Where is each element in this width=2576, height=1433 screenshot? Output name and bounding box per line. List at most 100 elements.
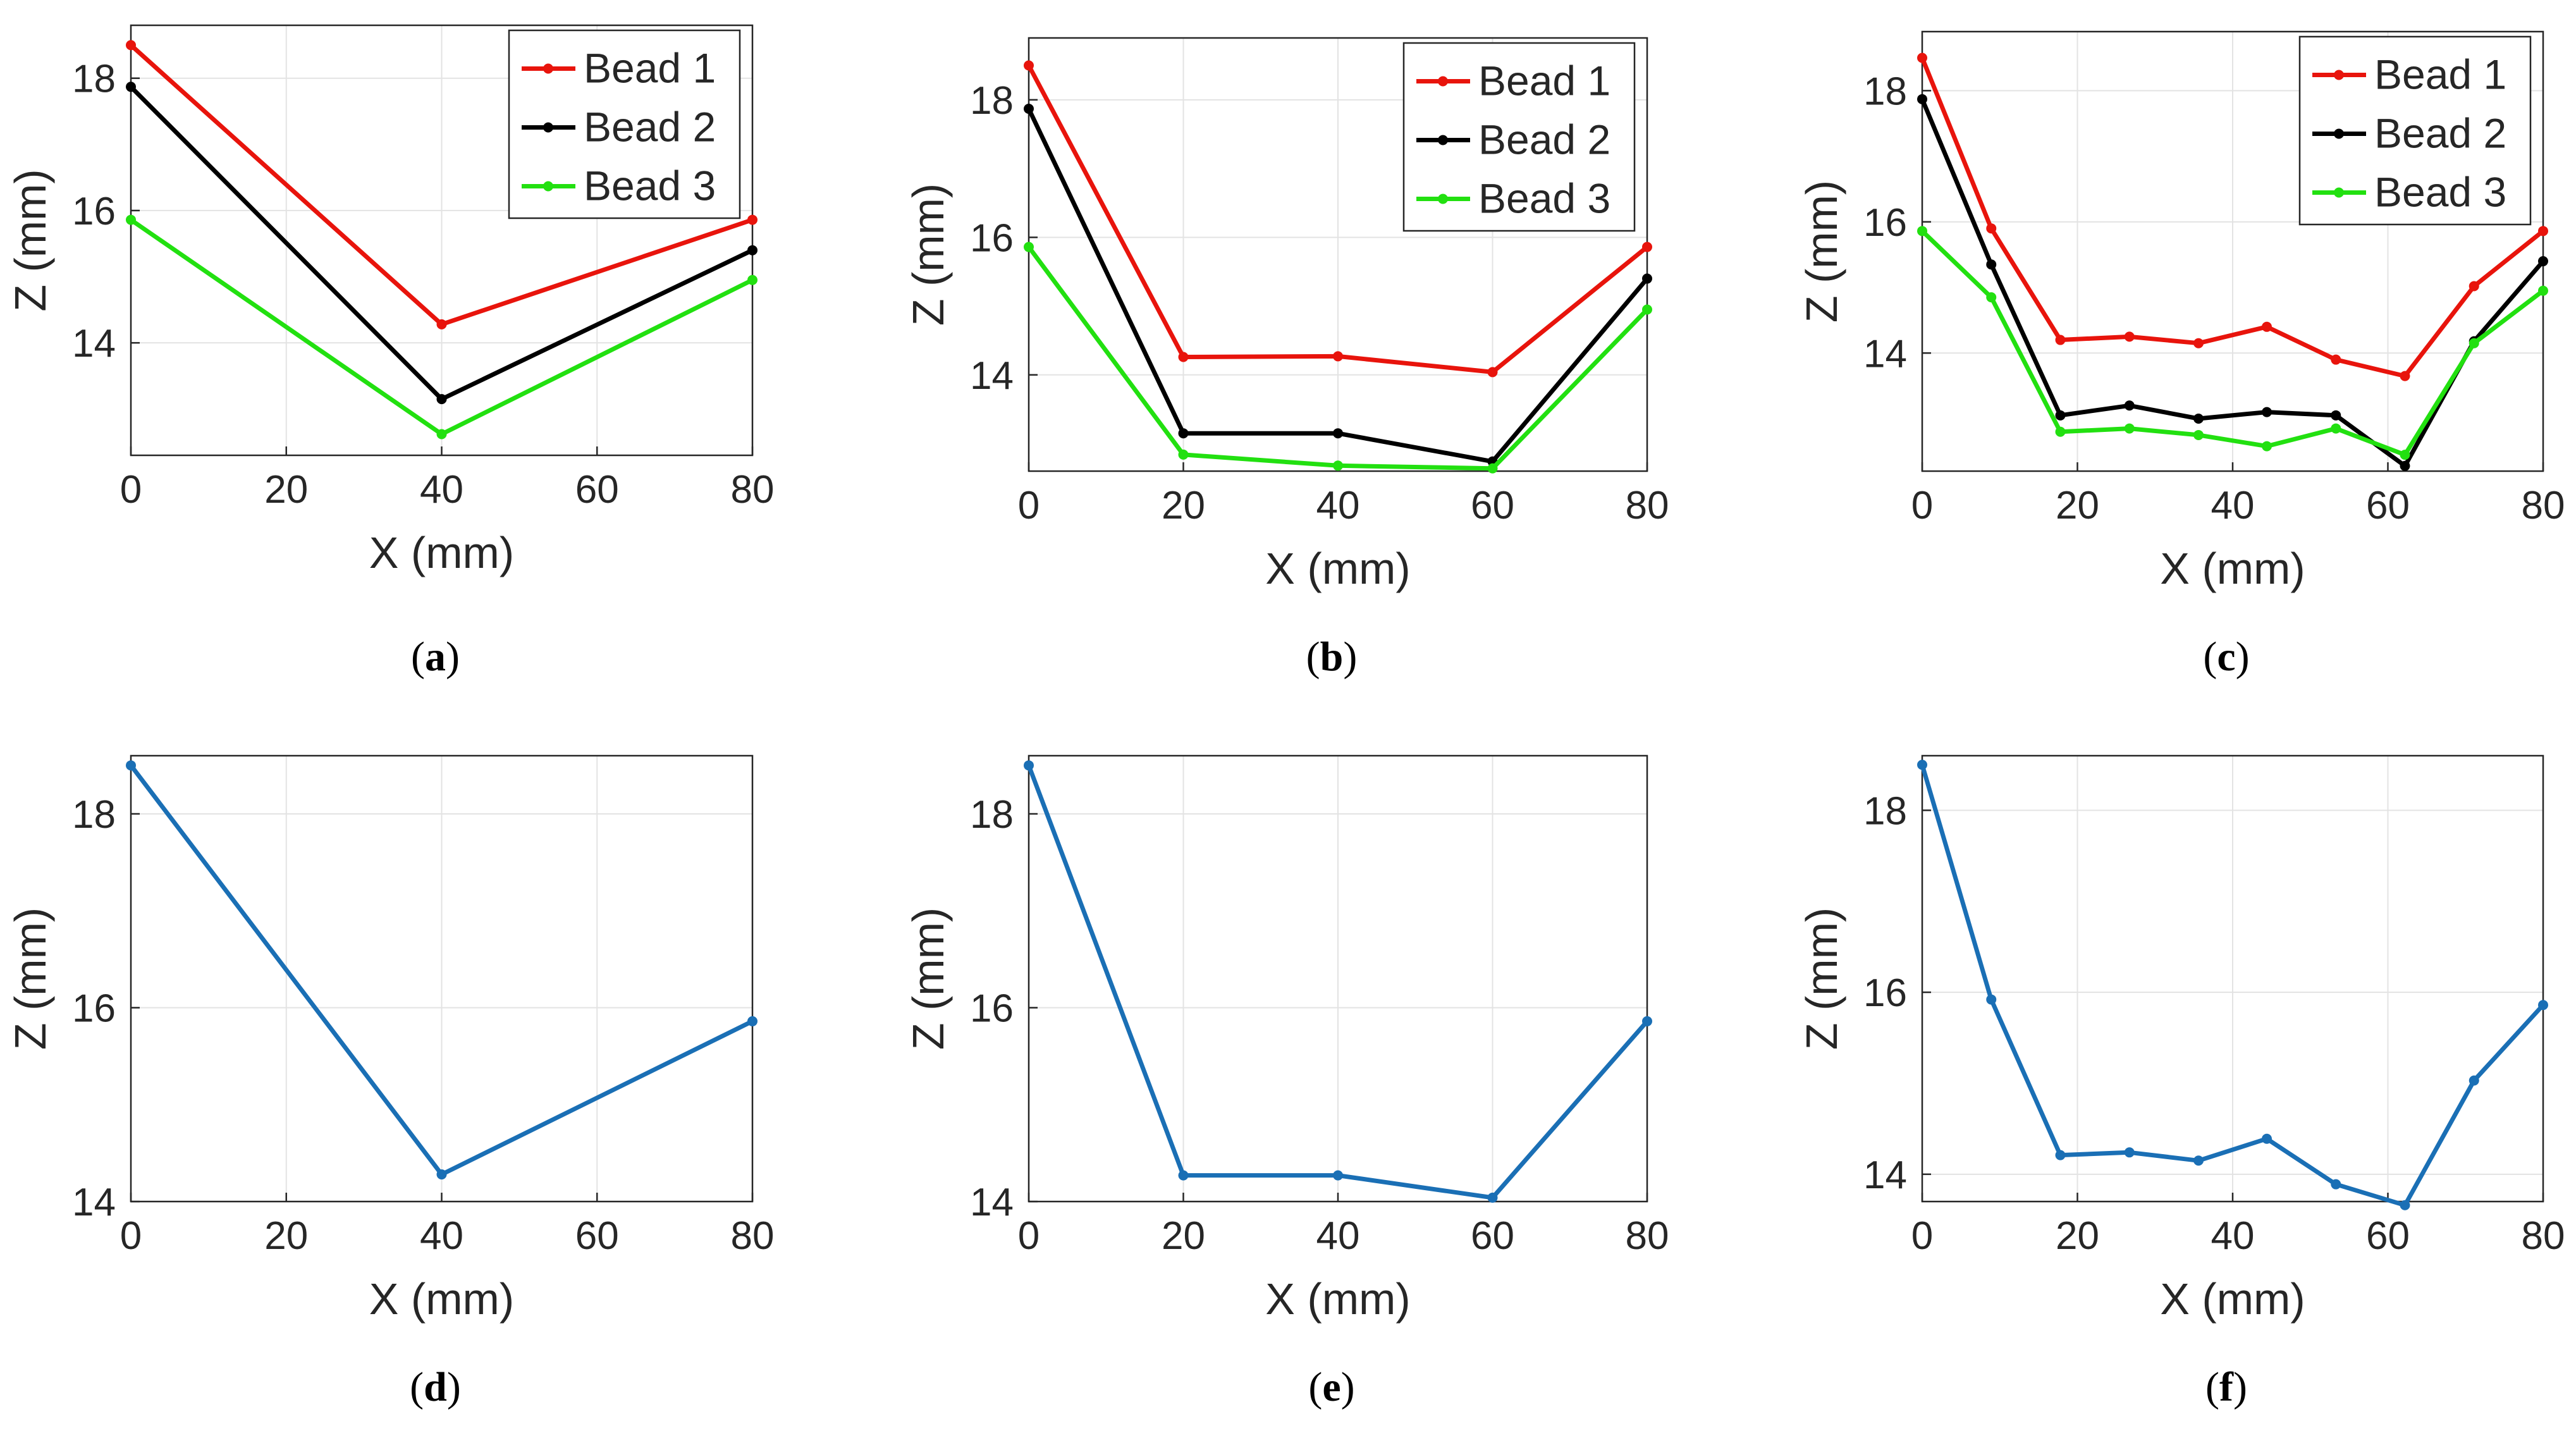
data-point bbox=[1024, 242, 1034, 252]
data-point bbox=[2400, 450, 2410, 460]
caption-open-paren: ( bbox=[1306, 634, 1320, 680]
caption-letter: b bbox=[1320, 634, 1344, 680]
data-point bbox=[1487, 367, 1498, 378]
y-tick-label: 16 bbox=[72, 987, 116, 1030]
x-tick-label: 40 bbox=[420, 468, 463, 512]
data-point bbox=[1178, 1170, 1189, 1181]
x-tick-label: 20 bbox=[2056, 1214, 2099, 1258]
data-point bbox=[1178, 428, 1189, 439]
data-point bbox=[126, 760, 136, 771]
x-tick-label: 40 bbox=[2211, 484, 2255, 527]
series-line bbox=[1917, 760, 2548, 1210]
data-point bbox=[2124, 331, 2135, 342]
y-tick-label: 18 bbox=[72, 793, 116, 837]
caption-close-paren: ) bbox=[2236, 634, 2250, 680]
data-point bbox=[2469, 338, 2479, 348]
y-axis-label: Z (mm) bbox=[6, 907, 55, 1050]
legend-label: Bead 1 bbox=[1478, 58, 1610, 104]
series-line bbox=[126, 760, 757, 1180]
series-line bbox=[1920, 98, 2545, 469]
data-point bbox=[2331, 423, 2341, 434]
legend: Bead 1 Bead 2 Bead 3 bbox=[508, 29, 741, 219]
data-point bbox=[2400, 371, 2410, 381]
caption-open-paren: ( bbox=[2205, 1364, 2219, 1410]
legend-swatch-marker bbox=[543, 122, 553, 133]
legend-label: Bead 3 bbox=[584, 163, 716, 209]
series-line bbox=[1920, 764, 2545, 1208]
y-tick-label: 18 bbox=[970, 793, 1014, 837]
y-tick-label: 14 bbox=[72, 322, 116, 366]
x-tick-label: 60 bbox=[575, 1214, 619, 1258]
data-point bbox=[1178, 352, 1189, 362]
x-tick-label: 0 bbox=[1018, 484, 1040, 527]
data-point bbox=[2124, 423, 2135, 434]
data-point bbox=[2331, 1179, 2341, 1190]
panel-d: 0 20 40 60 80 14 16 18 X (mm) Z (mm) (d) bbox=[6, 754, 775, 1410]
y-tick-label: 14 bbox=[1863, 1153, 1907, 1197]
data-point bbox=[1642, 242, 1652, 252]
data-point bbox=[2538, 256, 2548, 267]
data-point bbox=[747, 214, 757, 225]
y-tick-label: 14 bbox=[970, 354, 1014, 398]
x-axis-label: X (mm) bbox=[1265, 544, 1410, 593]
data-point bbox=[2262, 441, 2272, 452]
series-bead-1 bbox=[1917, 52, 2548, 381]
x-axis-label: X (mm) bbox=[369, 1274, 514, 1324]
x-tick-label: 20 bbox=[2056, 484, 2099, 527]
x-tick-label: 80 bbox=[2522, 1214, 2565, 1258]
x-tick-label: 80 bbox=[731, 468, 775, 512]
legend-label: Bead 1 bbox=[584, 45, 716, 92]
data-point bbox=[2538, 226, 2548, 237]
x-tick-label: 20 bbox=[1162, 484, 1205, 527]
y-tick-label: 18 bbox=[1863, 789, 1907, 833]
data-point bbox=[2193, 1155, 2204, 1166]
data-point bbox=[2193, 338, 2204, 348]
legend-swatch-marker bbox=[2334, 128, 2344, 139]
series-bead-2 bbox=[126, 82, 757, 405]
x-tick-label: 40 bbox=[1316, 484, 1360, 527]
caption-letter: e bbox=[1322, 1364, 1340, 1410]
x-tick-label: 40 bbox=[1316, 1214, 1360, 1258]
x-tick-label: 0 bbox=[1911, 1214, 1933, 1258]
y-tick-label: 14 bbox=[72, 1181, 116, 1224]
series-bead-1 bbox=[1024, 60, 1652, 378]
x-tick-label: 80 bbox=[731, 1214, 775, 1258]
data-point bbox=[436, 1169, 447, 1180]
data-point bbox=[1487, 463, 1498, 474]
data-point bbox=[2124, 1147, 2135, 1158]
series-bead-2 bbox=[1917, 94, 2548, 471]
data-point bbox=[2400, 1200, 2410, 1210]
panel-caption: (b) bbox=[1306, 634, 1358, 680]
y-axis-label: Z (mm) bbox=[6, 169, 55, 311]
series-bead-2 bbox=[1024, 103, 1652, 467]
y-axis-label: Z (mm) bbox=[1797, 907, 1846, 1050]
legend-label: Bead 3 bbox=[1478, 175, 1610, 222]
x-tick-label: 80 bbox=[1626, 484, 1669, 527]
series-bead-1 bbox=[126, 40, 757, 329]
y-tick-label: 14 bbox=[1863, 332, 1907, 376]
data-point bbox=[2331, 410, 2341, 421]
x-tick-label: 80 bbox=[1626, 1214, 1669, 1258]
caption-close-paren: ) bbox=[1343, 634, 1357, 680]
data-point bbox=[1642, 1016, 1652, 1026]
x-axis-label: X (mm) bbox=[1265, 1274, 1410, 1324]
x-tick-label: 0 bbox=[120, 468, 142, 512]
data-point bbox=[2538, 1000, 2548, 1011]
data-point bbox=[2469, 1075, 2479, 1086]
x-tick-label: 40 bbox=[420, 1214, 463, 1258]
x-axis-label: X (mm) bbox=[2160, 544, 2305, 593]
data-point bbox=[1917, 94, 1927, 104]
x-tick-label: 0 bbox=[1911, 484, 1933, 527]
data-point bbox=[1986, 259, 1997, 270]
data-point bbox=[1024, 760, 1034, 771]
panel-e: 0 20 40 60 80 14 16 18 X (mm) Z (mm) (e) bbox=[904, 754, 1669, 1410]
data-point bbox=[1024, 60, 1034, 71]
legend-swatch-marker bbox=[1438, 135, 1448, 145]
panel-f: 0 20 40 60 80 14 16 18 X (mm) Z (mm) (f) bbox=[1797, 754, 2565, 1410]
legend-swatch-marker bbox=[2334, 70, 2344, 80]
caption-letter: f bbox=[2219, 1364, 2234, 1410]
data-point bbox=[747, 1016, 757, 1026]
